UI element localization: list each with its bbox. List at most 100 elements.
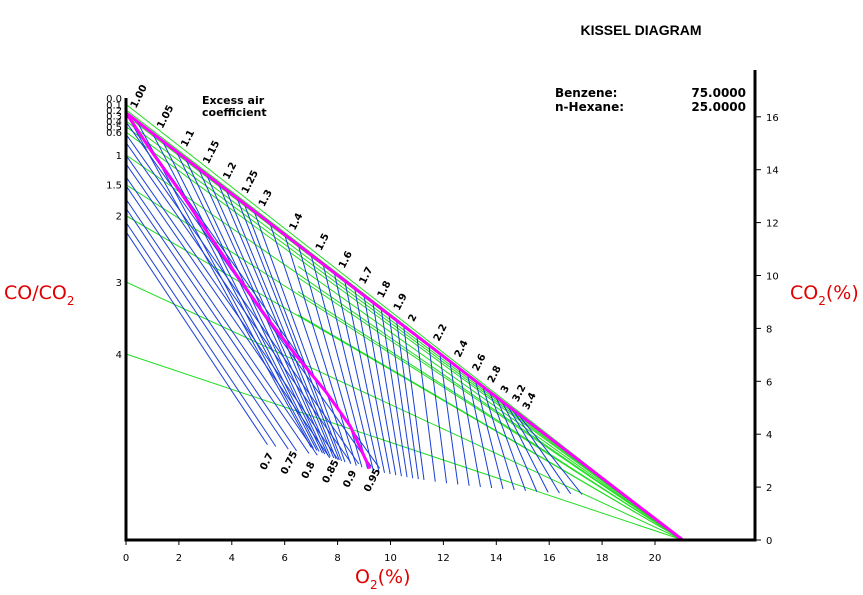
ratio-tick-label: 1 <box>116 151 122 162</box>
excess-air-line <box>206 174 331 457</box>
excess-air-line <box>125 198 297 452</box>
ratio-tick-label: 0.1 <box>106 100 122 111</box>
excess-air-label: 0.95 <box>362 467 383 494</box>
excess-air-line <box>495 397 538 492</box>
excess-air-line <box>416 336 436 482</box>
excess-air-label: 1.8 <box>376 279 394 300</box>
x-tick-label: 0 <box>123 553 129 564</box>
excess-air-label: 3 <box>499 384 512 395</box>
excess-air-line <box>512 410 572 495</box>
right-axis-title-unit: (%) <box>826 282 859 304</box>
excess-air-line <box>396 320 419 480</box>
ratio-tick-label: 0.6 <box>106 128 122 139</box>
excess-air-line <box>125 185 310 454</box>
excess-air-line <box>125 176 318 456</box>
excess-air-note-line1: Excess air <box>202 94 265 107</box>
co2-tick-label: 12 <box>766 219 779 230</box>
composition-box: Benzene: 75.0000 n-Hexane: 25.0000 <box>555 86 746 114</box>
x-tick-label: 16 <box>543 553 556 564</box>
excess-air-label: 1.5 <box>314 232 332 253</box>
right-axis-title-main: CO <box>790 282 818 304</box>
excess-air-line <box>125 154 339 460</box>
ratio-tick-label: 0.3 <box>106 111 122 122</box>
excess-air-label: 2.4 <box>453 339 471 360</box>
co2-tick-label: 14 <box>766 166 779 177</box>
excess-air-label: 1.25 <box>240 169 261 196</box>
excess-air-line <box>517 414 583 495</box>
component-2-name: n-Hexane: <box>555 100 624 114</box>
ratio-tick-label: 0.5 <box>106 123 122 134</box>
excess-air-line <box>388 315 414 479</box>
x-axis-title-unit: (%) <box>378 566 411 588</box>
x-tick-label: 2 <box>176 553 182 564</box>
co2-tick-label: 10 <box>766 272 779 283</box>
excess-air-label: 1.3 <box>257 188 275 209</box>
excess-air-line <box>125 221 277 447</box>
excess-air-label: 0.85 <box>321 458 342 485</box>
excess-air-line <box>253 211 346 463</box>
left-axis-title-main: CO/CO <box>4 282 67 304</box>
excess-air-label: 1.1 <box>179 128 197 149</box>
excess-air-label: 1.4 <box>288 211 306 232</box>
excess-air-label: 2.2 <box>432 322 450 343</box>
excess-air-label: 0.7 <box>258 451 276 472</box>
excess-air-label: 1.6 <box>337 250 355 271</box>
x-tick-label: 6 <box>282 553 288 564</box>
ratio-tick-label: 4 <box>116 350 122 361</box>
excess-air-line <box>243 203 343 462</box>
ratio-tick-label: 0.0 <box>106 94 122 105</box>
x-tick-label: 20 <box>649 553 662 564</box>
component-1-value: 75.0000 <box>691 86 746 100</box>
ratio-tick-label: 1.5 <box>106 181 122 192</box>
excess-air-line <box>125 133 360 465</box>
axes <box>124 70 757 542</box>
excess-air-line <box>380 309 408 478</box>
x-axis-ticks: 0 2 4 6 8 10 12 14 16 18 20 <box>123 540 662 564</box>
excess-air-line <box>333 272 380 472</box>
excess-air-line <box>403 326 425 481</box>
ratio-tick-label: 3 <box>116 278 122 289</box>
excess-air-line <box>310 255 369 469</box>
excess-air-label: 1.15 <box>201 139 222 166</box>
x-tick-label: 12 <box>437 553 450 564</box>
excess-air-label: 0.75 <box>279 449 300 476</box>
excess-air-line <box>185 158 326 455</box>
co2-axis-ticks: 0 2 4 6 8 10 12 14 16 <box>755 113 779 547</box>
excess-air-line <box>136 120 314 449</box>
boundary-lines <box>124 111 684 542</box>
excess-air-line <box>458 369 481 488</box>
excess-air-label: 2.6 <box>471 352 489 373</box>
ratio-tick-label: 2 <box>116 212 122 223</box>
excess-air-label: 1.2 <box>221 161 239 182</box>
left-axis-title: CO/CO2 <box>4 282 75 308</box>
excess-air-line <box>428 345 448 484</box>
excess-air-line <box>489 392 527 491</box>
excess-air-line <box>354 288 391 475</box>
ratio-tick-label: 0.4 <box>106 117 122 128</box>
x-tick-label: 10 <box>384 553 397 564</box>
x-tick-label: 18 <box>596 553 609 564</box>
co2-tick-label: 4 <box>766 430 772 441</box>
x-axis-title: O2(%) <box>355 566 411 592</box>
co2-tick-label: 2 <box>766 483 772 494</box>
excess-air-line <box>439 354 459 485</box>
excess-air-label: 0.9 <box>341 469 359 490</box>
excess-air-line <box>449 361 470 486</box>
excess-air-line <box>236 198 340 461</box>
excess-air-line <box>467 375 493 489</box>
stoichiometric-curve <box>124 112 372 470</box>
excess-air-lines <box>125 112 583 495</box>
x-tick-label: 4 <box>229 553 235 564</box>
excess-air-note-line2: coefficient <box>202 106 267 119</box>
right-axis-title-sub: 2 <box>818 294 826 308</box>
excess-air-label: 1.00 <box>129 83 150 110</box>
excess-air-line <box>344 281 385 473</box>
excess-air-label: 2 <box>407 313 420 324</box>
excess-air-label: 1.7 <box>358 265 376 286</box>
excess-air-line <box>125 112 312 448</box>
x-axis-title-sub: 2 <box>370 578 378 592</box>
excess-air-line <box>125 208 289 450</box>
x-tick-label: 8 <box>334 553 340 564</box>
excess-air-label: 1.05 <box>155 104 176 131</box>
